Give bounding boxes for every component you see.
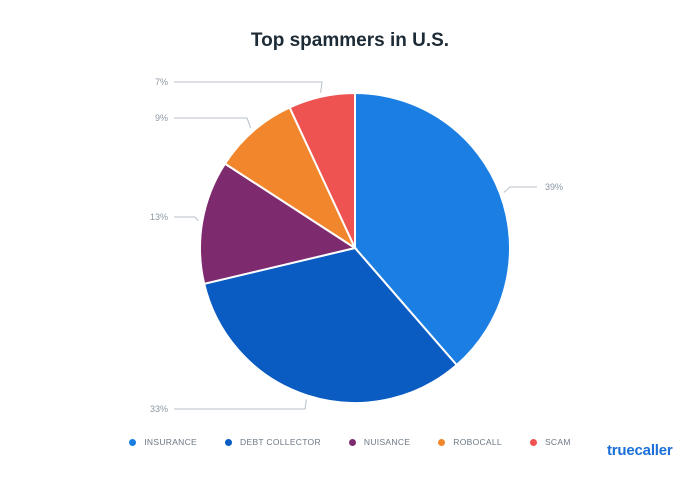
data-label: 9% <box>155 113 168 123</box>
pie-slice-robocall <box>223 106 358 251</box>
data-label: 39% <box>545 182 563 192</box>
legend-item: DEBT COLLECTOR <box>225 437 321 447</box>
leader-line <box>503 186 537 193</box>
leader-line <box>174 81 323 93</box>
legend-item: NUISANCE <box>348 437 411 447</box>
pie-slice-debt-collector <box>202 246 459 404</box>
pie-slice-scam <box>288 91 356 249</box>
legend-label: ROBOCALL <box>453 437 502 447</box>
legend-swatch <box>529 438 537 446</box>
truecaller-logo: truecaller <box>607 442 673 459</box>
legend-label: DEBT COLLECTOR <box>240 437 321 447</box>
legend-item: SCAM <box>529 437 571 447</box>
legend-swatch <box>129 438 137 446</box>
chart-title: Top spammers in U.S. <box>250 30 450 51</box>
legend-item: INSURANCE <box>129 437 197 447</box>
pie-slice-nuisance <box>199 162 358 286</box>
leader-line <box>174 216 199 222</box>
pie-slice-insurance <box>354 91 511 367</box>
legend-swatch <box>438 438 446 446</box>
legend-item: ROBOCALL <box>438 437 502 447</box>
data-label: 33% <box>150 404 168 414</box>
chart-legend: INSURANCE DEBT COLLECTOR NUISANCE ROBOCALL S… <box>0 437 700 447</box>
leader-line <box>174 117 252 129</box>
legend-swatch <box>348 438 356 446</box>
legend-swatch <box>225 438 233 446</box>
legend-label: INSURANCE <box>144 437 198 447</box>
legend-label: SCAM <box>544 437 571 447</box>
legend-label: NUISANCE <box>363 437 411 447</box>
leader-line <box>174 399 307 410</box>
data-label: 13% <box>150 212 168 222</box>
data-label: 7% <box>155 77 168 87</box>
